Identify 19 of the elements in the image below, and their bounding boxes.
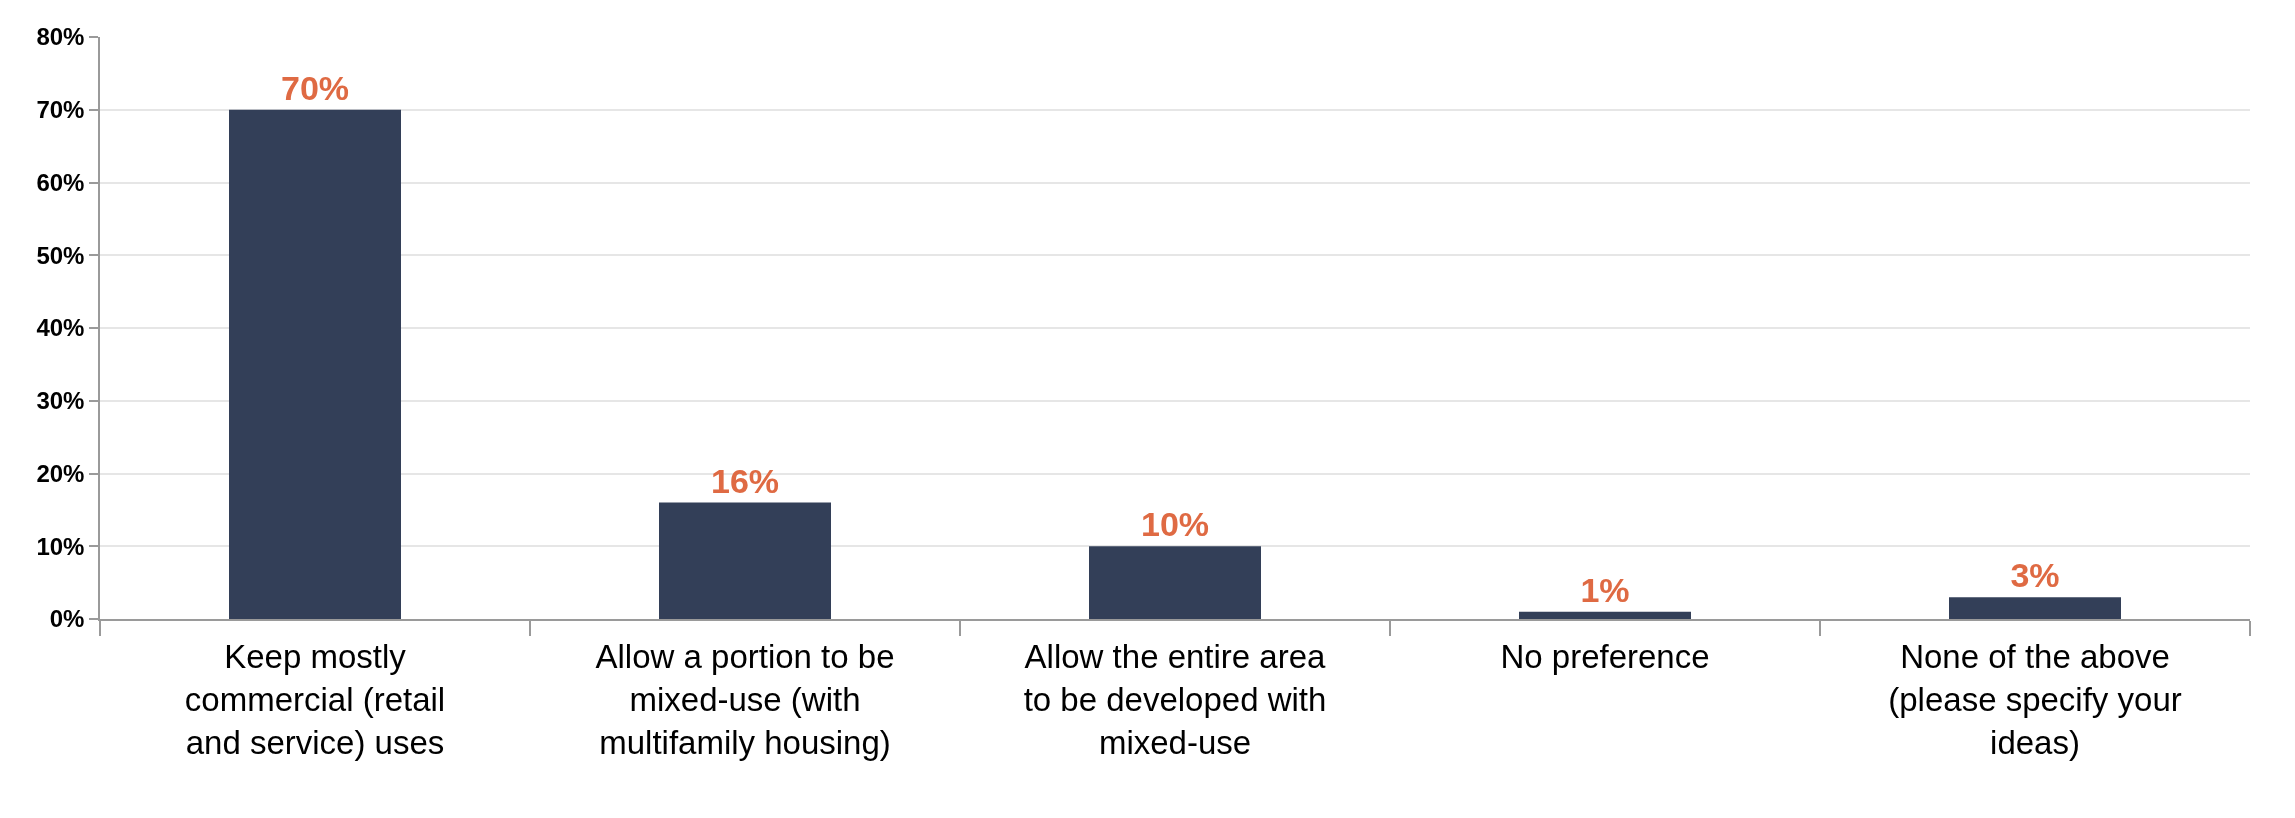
- x-tick-label: None of the above (please specify your ideas): [1888, 638, 2182, 762]
- x-tick-label: No preference: [1500, 638, 1710, 676]
- y-tick-label: 0%: [49, 605, 85, 633]
- y-tick-label: 70%: [36, 96, 85, 124]
- x-tick-label: Keep mostly commercial (retail and service) uses: [184, 638, 446, 762]
- data-label: 3%: [2010, 556, 2060, 595]
- data-label: 16%: [710, 461, 780, 500]
- y-tick-label: 10%: [36, 532, 85, 560]
- y-tick-label: 20%: [36, 459, 85, 487]
- data-label: 10%: [1140, 505, 1210, 544]
- y-tick-label: 60%: [36, 168, 85, 196]
- x-tick-label: Allow a portion to be mixed-use (with multifamily housing): [595, 638, 895, 762]
- data-label: 70%: [280, 68, 350, 107]
- y-tick-label: 50%: [36, 241, 85, 269]
- y-tick-label: 80%: [36, 23, 85, 51]
- y-tick-label: 30%: [36, 387, 85, 415]
- y-tick-label: 40%: [36, 314, 85, 342]
- data-label: 1%: [1580, 570, 1630, 609]
- x-tick-label: Allow the entire area to be developed with mixed-use: [1023, 638, 1327, 762]
